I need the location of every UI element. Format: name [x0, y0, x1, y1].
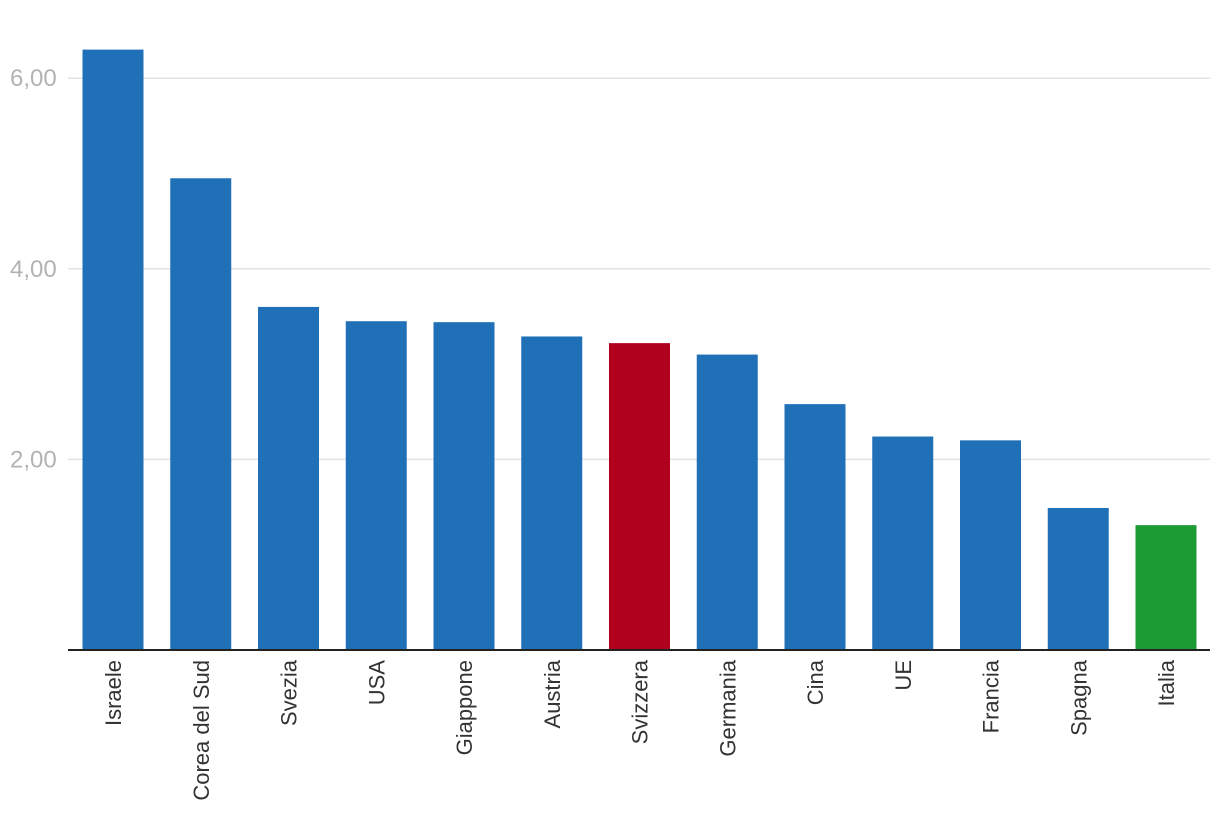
- bar-israele: [82, 49, 144, 651]
- bar-italia: [1135, 525, 1197, 650]
- y-tick-label: 6,00: [10, 65, 57, 92]
- x-tick-label: USA: [364, 660, 389, 706]
- bar-ue: [872, 436, 934, 650]
- bar-corea-del-sud: [170, 178, 232, 650]
- x-tick-label: Italia: [1154, 659, 1179, 706]
- y-tick-label: 4,00: [10, 256, 57, 283]
- bar-usa: [345, 321, 407, 650]
- bar-giappone: [433, 322, 495, 650]
- x-tick-label: Cina: [803, 659, 828, 705]
- x-tick-label: Germania: [715, 659, 740, 756]
- bar-spagna: [1047, 508, 1109, 650]
- bar-svizzera: [609, 343, 670, 650]
- x-tick-label: Spagna: [1066, 659, 1091, 736]
- bars: [82, 49, 1197, 651]
- x-tick-label: Francia: [979, 659, 1004, 733]
- x-axis-ticks: Israele Corea del Sud Svezia USA Giappone Aus…: [101, 659, 1179, 800]
- bar-cina: [784, 404, 846, 650]
- y-axis-ticks: 2,00 4,00 6,00: [10, 65, 57, 473]
- x-tick-label: Austria: [540, 659, 565, 728]
- x-tick-label: Corea del Sud: [189, 660, 214, 801]
- x-tick-label: Svezia: [277, 659, 302, 726]
- x-tick-label: UE: [891, 660, 916, 691]
- bar-austria: [521, 336, 583, 650]
- x-tick-label: Svizzera: [628, 659, 653, 744]
- x-tick-label: Giappone: [452, 660, 477, 755]
- bar-francia: [960, 440, 1021, 650]
- y-tick-label: 2,00: [10, 446, 57, 473]
- bar-svezia: [258, 306, 319, 650]
- x-tick-label: Israele: [101, 660, 126, 726]
- bar-germania: [696, 354, 758, 650]
